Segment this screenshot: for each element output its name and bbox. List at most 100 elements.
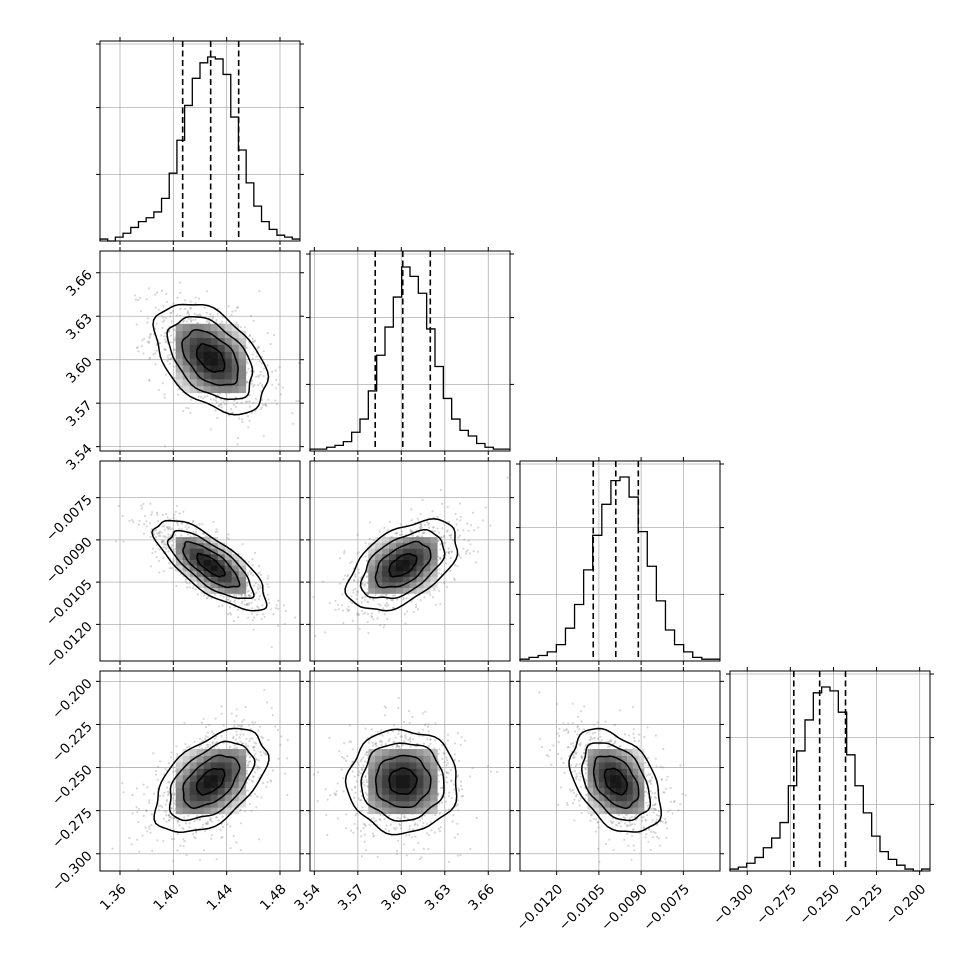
sample-point [295, 400, 298, 403]
sample-point [419, 527, 422, 530]
density-cell [416, 587, 424, 594]
sample-point [364, 541, 367, 545]
density-cell [196, 781, 205, 789]
sample-point [176, 820, 179, 824]
density-cell [210, 807, 219, 815]
sample-point [232, 619, 235, 623]
sample-point [338, 750, 341, 753]
sample-point [160, 541, 163, 544]
sample-point [245, 769, 248, 773]
sample-point [364, 583, 367, 586]
sample-point [403, 814, 406, 817]
sample-point [399, 523, 403, 526]
sample-point [194, 296, 197, 299]
sample-point [163, 525, 166, 528]
sample-point [257, 730, 260, 733]
sample-point [245, 772, 249, 775]
sample-point [170, 320, 173, 323]
sample-point [234, 309, 237, 312]
sample-point [245, 744, 248, 747]
density-cell [430, 537, 438, 544]
density-cell [224, 807, 233, 815]
sample-point [373, 820, 376, 823]
sample-point [143, 337, 146, 341]
sample-point [193, 819, 196, 823]
sample-point [248, 802, 251, 806]
sample-point [275, 604, 278, 607]
sample-point [391, 599, 394, 602]
sample-point [147, 341, 150, 344]
sample-point [404, 622, 407, 625]
sample-point [205, 311, 208, 314]
density-cell [224, 559, 233, 566]
sample-point [372, 538, 375, 542]
sample-point [365, 559, 368, 563]
sample-point [400, 530, 403, 533]
density-cell [395, 587, 404, 594]
sample-point [366, 613, 369, 616]
sample-point [271, 370, 274, 373]
sample-point [422, 742, 425, 745]
sample-point [182, 319, 186, 322]
sample-point [229, 745, 232, 748]
sample-point [240, 724, 244, 727]
sample-point [459, 519, 462, 522]
sample-point [261, 385, 264, 389]
sample-point [155, 322, 158, 325]
sample-point [376, 617, 379, 620]
sample-point [354, 791, 357, 795]
sample-point [169, 567, 172, 570]
sample-point [213, 747, 216, 750]
sample-point [146, 786, 149, 789]
sample-point [238, 417, 241, 420]
density-cell [423, 542, 431, 549]
sample-point [158, 805, 161, 808]
sample-point [433, 589, 436, 592]
sample-point [136, 838, 139, 841]
density-cell [182, 548, 191, 555]
sample-point [366, 797, 369, 800]
sample-point [440, 573, 443, 576]
sample-point [160, 334, 163, 337]
density-cell [238, 749, 247, 756]
density-cell [182, 323, 191, 332]
sample-point [187, 526, 190, 529]
sample-point [352, 591, 355, 594]
sample-point [258, 767, 261, 770]
sample-point [210, 837, 213, 840]
density-cell [196, 794, 205, 802]
sample-point [152, 792, 155, 795]
sample-point [439, 787, 442, 790]
density-cell [231, 559, 240, 566]
sample-point [450, 779, 453, 782]
sample-point [355, 590, 358, 593]
sample-point [360, 609, 364, 613]
sample-point [372, 618, 375, 621]
sample-point [206, 731, 209, 734]
sample-point [247, 745, 250, 748]
sample-point [162, 546, 165, 549]
sample-point [148, 356, 152, 359]
density-cell [238, 800, 247, 808]
sample-point [155, 349, 158, 352]
sample-point [145, 298, 148, 301]
sample-point [236, 437, 239, 440]
sample-point [131, 812, 134, 815]
density-cell [189, 372, 198, 380]
sample-point [170, 311, 173, 314]
sample-point [189, 300, 192, 303]
sample-point [357, 568, 360, 571]
sample-point [426, 725, 430, 729]
sample-point [140, 504, 143, 507]
sample-point [346, 575, 349, 578]
sample-point [220, 320, 223, 323]
sample-point [221, 604, 224, 607]
sample-point [428, 526, 431, 529]
sample-point [167, 536, 170, 539]
sample-point [227, 305, 230, 308]
sample-point [202, 849, 205, 852]
density-cell [182, 781, 191, 789]
sample-point [230, 314, 233, 317]
sample-point [407, 738, 410, 742]
